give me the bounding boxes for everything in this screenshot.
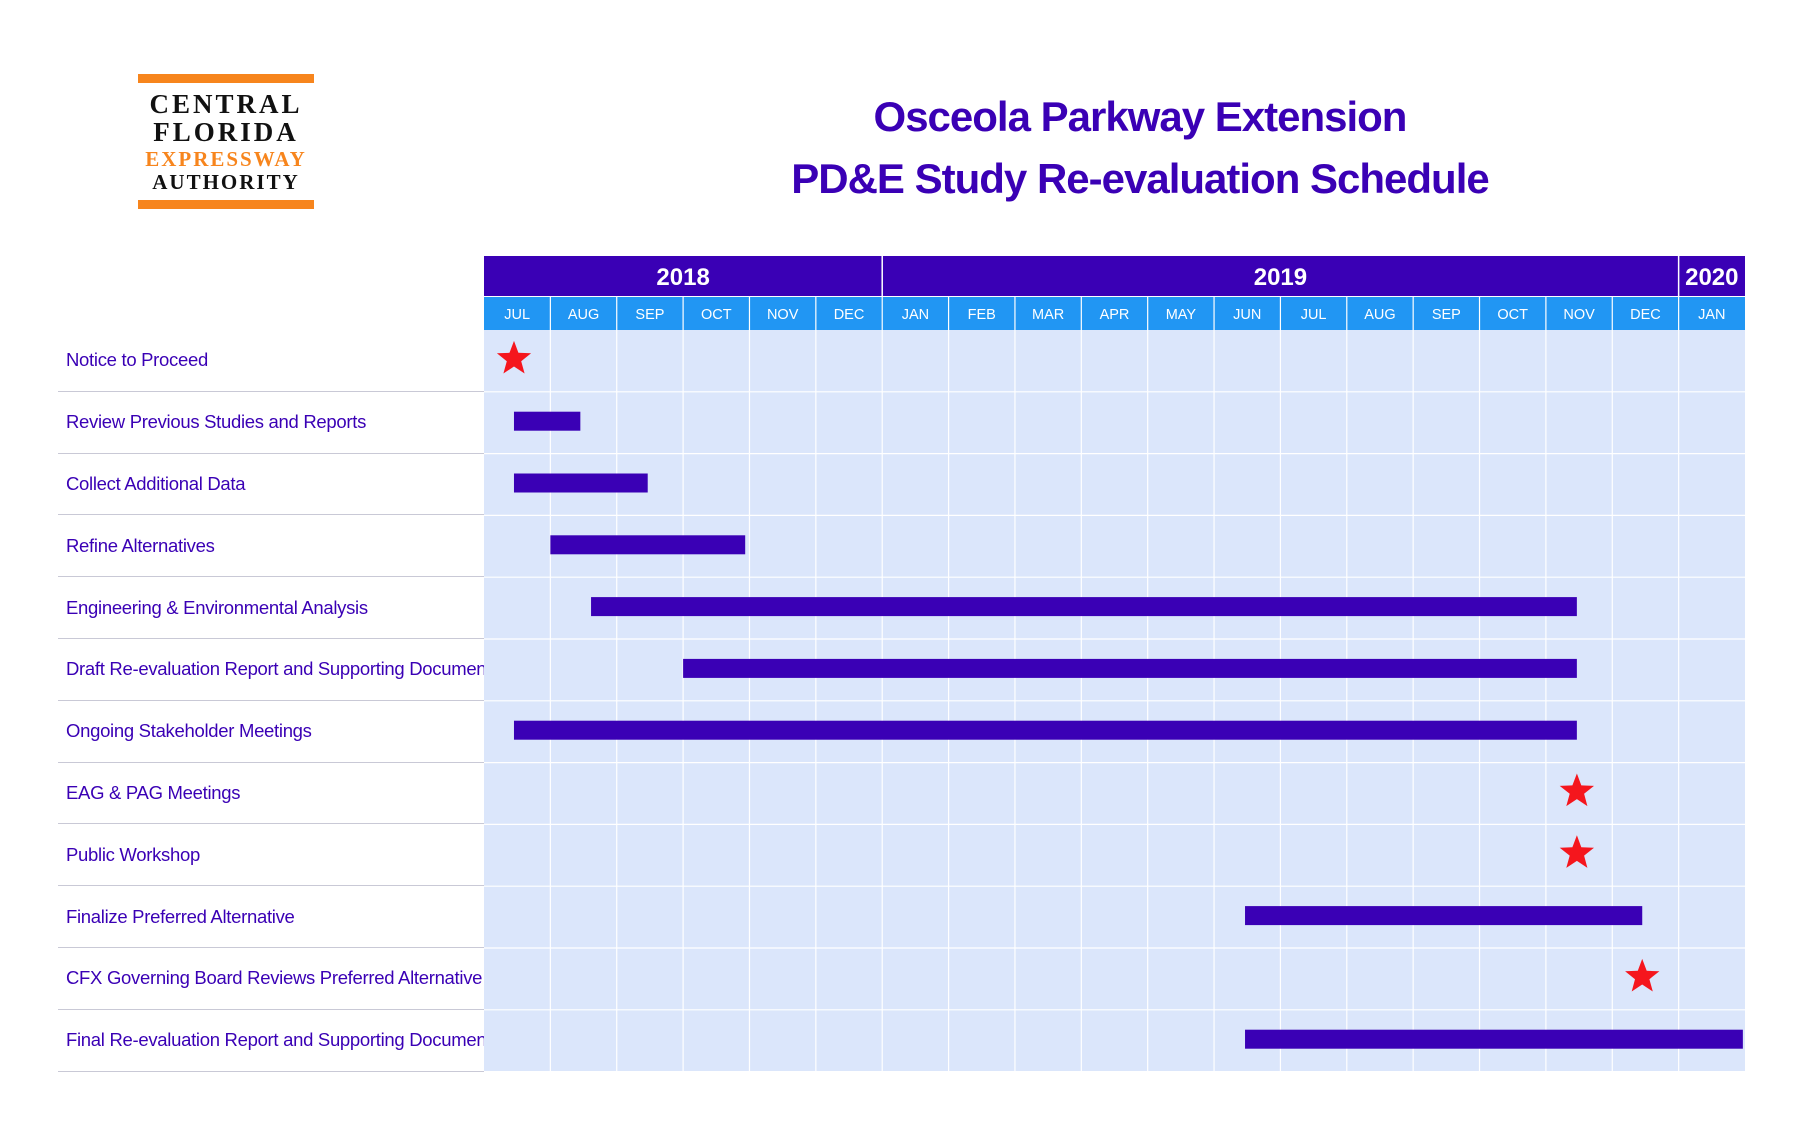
task-bar (513, 720, 1577, 740)
year-label: 2018 (656, 264, 709, 291)
title-line-2: PD&E Study Re-evaluation Schedule (791, 155, 1490, 202)
month-header-cell (1214, 297, 1281, 330)
month-header-cell (1678, 297, 1745, 330)
milestone-star (1625, 958, 1660, 992)
logo-bottom-rule (138, 200, 314, 209)
milestone-star (1559, 773, 1594, 807)
month-header-cell (882, 297, 949, 330)
month-header-cell (1147, 297, 1215, 330)
month-label: DEC (834, 307, 865, 323)
month-label: JAN (902, 307, 929, 323)
month-label: FEB (968, 307, 996, 323)
month-label: SEP (1432, 307, 1461, 323)
task-label: Draft Re-evaluation Report and Supportin… (58, 639, 500, 701)
month-label: NOV (767, 307, 799, 323)
task-label: EAG & PAG Meetings (58, 763, 484, 825)
year-header-cell (1678, 256, 1745, 296)
month-label: MAR (1032, 307, 1064, 323)
month-header-cell (1014, 297, 1082, 330)
month-header-cell (616, 297, 684, 330)
task-bar (550, 535, 746, 555)
month-header-cell (1413, 297, 1480, 330)
chart-title: Osceola Parkway Extension PD&E Study Re-… (760, 86, 1520, 210)
month-header-cell (1081, 297, 1148, 330)
task-label: Final Re-evaluation Report and Supportin… (58, 1010, 500, 1072)
logo-line-authority: AUTHORITY (152, 170, 300, 194)
task-label: Review Previous Studies and Reports (58, 392, 484, 454)
task-label: Collect Additional Data (58, 454, 484, 516)
year-header-cell (882, 256, 1679, 296)
logo-top-rule (138, 74, 314, 83)
month-label: OCT (701, 307, 732, 323)
month-label: NOV (1563, 307, 1595, 323)
month-label: SEP (635, 307, 664, 323)
year-header-cell (484, 256, 883, 296)
task-label: Public Workshop (58, 824, 484, 887)
month-header-cell (948, 297, 1015, 330)
task-label: CFX Governing Board Reviews Preferred Al… (58, 948, 484, 1010)
month-header-cell (1346, 297, 1414, 330)
milestone-star (1559, 835, 1594, 868)
month-header-cell (749, 297, 816, 330)
month-header-cell (550, 297, 617, 330)
month-label: AUG (568, 307, 599, 323)
task-bar (683, 658, 1577, 678)
month-header-cell (1545, 297, 1613, 330)
month-label: DEC (1630, 307, 1661, 323)
month-label: AUG (1364, 307, 1395, 323)
month-header-cell (484, 297, 551, 330)
month-header-cell (1280, 297, 1347, 330)
milestone-star (496, 340, 532, 374)
month-label: JAN (1698, 307, 1725, 323)
task-bar (1245, 906, 1643, 926)
task-label: Notice to Proceed (58, 330, 484, 392)
logo-line-expressway: EXPRESSWAY (145, 147, 307, 171)
month-header-cell (815, 297, 883, 330)
month-label: JUL (1301, 307, 1327, 323)
task-bar (1245, 1029, 1743, 1049)
cfx-logo: CENTRAL FLORIDA EXPRESSWAY AUTHORITY (138, 74, 314, 209)
task-label: Engineering & Environmental Analysis (58, 577, 484, 639)
task-label: Finalize Preferred Alternative (58, 886, 484, 948)
month-label: MAY (1166, 307, 1197, 323)
month-header-cell (1612, 297, 1679, 330)
month-label: APR (1100, 307, 1130, 323)
month-header-cell (683, 297, 750, 330)
task-label: Refine Alternatives (58, 515, 484, 578)
task-label: Ongoing Stakeholder Meetings (58, 701, 484, 763)
month-label: JUN (1233, 307, 1261, 323)
month-label: JUL (504, 307, 530, 323)
task-bar (513, 411, 581, 431)
task-label-column: Notice to Proceed Review Previous Studies… (58, 330, 500, 1072)
year-label: 2019 (1254, 264, 1307, 291)
task-bar (513, 473, 648, 493)
logo-line-florida: FLORIDA (153, 117, 299, 147)
month-header-cell (1479, 297, 1546, 330)
title-line-1: Osceola Parkway Extension (873, 93, 1408, 140)
month-label: OCT (1497, 307, 1528, 323)
task-bar (591, 597, 1577, 617)
year-label: 2020 (1685, 264, 1738, 291)
logo-line-central: CENTRAL (149, 89, 303, 119)
